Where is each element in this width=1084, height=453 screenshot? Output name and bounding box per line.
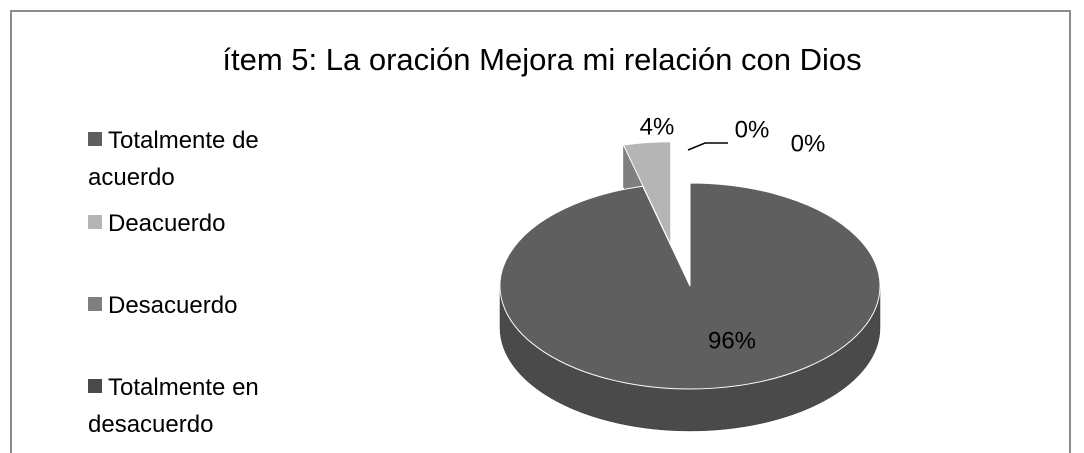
legend-swatch <box>88 132 102 146</box>
legend-label: Totalmente de acuerdo <box>88 127 259 191</box>
legend-item: Totalmente de acuerdo <box>88 122 328 196</box>
data-label: 0% <box>791 130 826 157</box>
legend-swatch <box>88 379 102 393</box>
chart-frame <box>10 10 1071 453</box>
data-label: 96% <box>708 327 756 354</box>
slice <box>622 141 672 245</box>
legend-swatch <box>88 297 102 311</box>
legend-label: Deacuerdo <box>108 210 226 237</box>
chart-title: ítem 5: La oración Mejora mi relación co… <box>222 42 862 77</box>
legend-label: Totalmente en desacuerdo <box>88 374 259 438</box>
legend-swatch <box>88 215 102 229</box>
data-label: 4% <box>640 113 675 140</box>
leader-line <box>687 142 728 151</box>
legend-item: Deacuerdo <box>88 205 328 242</box>
legend-label: Desacuerdo <box>108 292 238 319</box>
legend-item: Desacuerdo <box>88 287 328 324</box>
data-label: 0% <box>735 116 770 143</box>
legend-item: Totalmente en desacuerdo <box>88 369 328 443</box>
